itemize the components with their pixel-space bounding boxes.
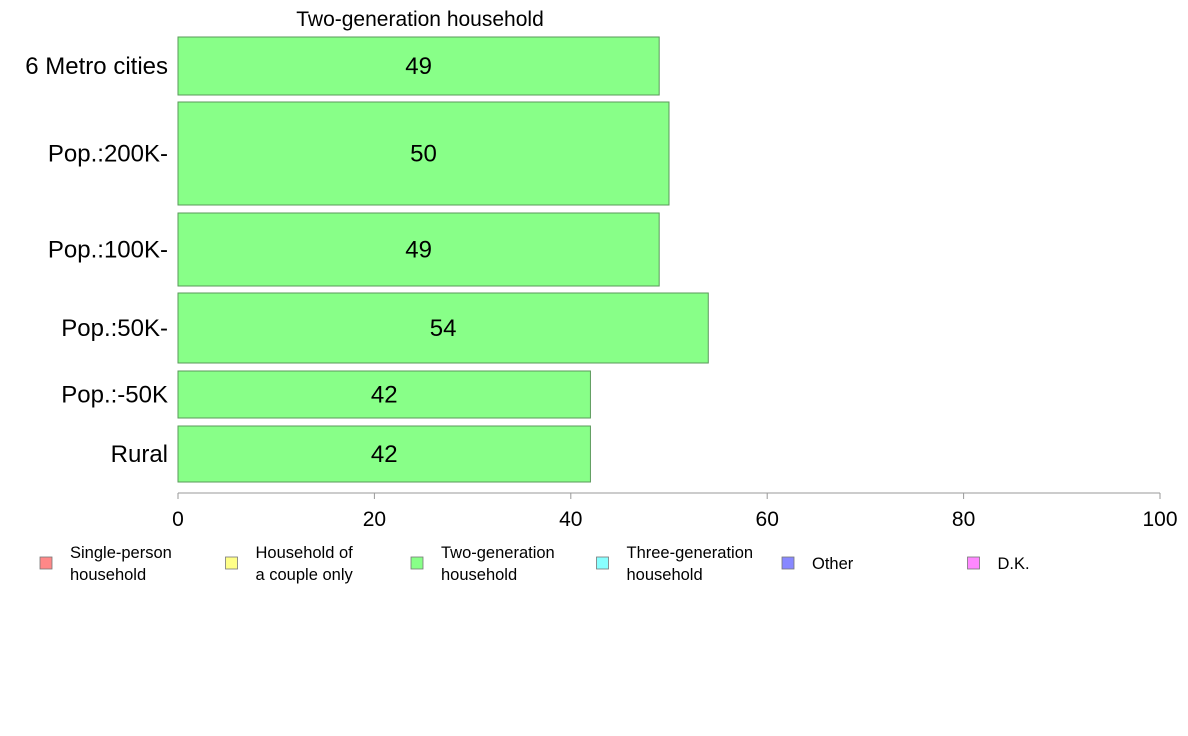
category-label: Pop.:-50K: [61, 382, 168, 409]
bars-layer: 6 Metro cities 49 Pop.:200K- 50 Pop.:100K- 49…: [25, 36, 709, 483]
legend-label: Two-generation: [441, 544, 555, 562]
x-tick-label: 100: [1142, 508, 1177, 531]
bar-5: [177, 425, 591, 483]
legend-label: household: [441, 566, 517, 584]
legend-label: D.K.: [998, 555, 1030, 573]
bar-3: [177, 292, 709, 364]
x-tick-label: 40: [559, 508, 582, 531]
bar-1: [177, 101, 670, 206]
legend-swatch: [967, 556, 980, 570]
legend-label: household: [70, 566, 146, 584]
bar-value-label: 42: [371, 382, 398, 409]
x-tick-label: 20: [363, 508, 386, 531]
legend: Single-person household Household of a coup…: [39, 544, 1030, 584]
category-label: 6 Metro cities: [25, 53, 168, 80]
x-tick-label: 60: [756, 508, 779, 531]
bar-4: [177, 370, 591, 419]
legend-label: household: [627, 566, 703, 584]
category-label: Pop.:50K-: [61, 315, 168, 342]
bar-value-label: 50: [410, 141, 437, 168]
category-label: Pop.:200K-: [48, 141, 168, 168]
category-label: Rural: [111, 441, 168, 468]
legend-label: Three-generation: [627, 544, 754, 562]
legend-swatch: [596, 556, 609, 570]
x-tick-label: 0: [172, 508, 184, 531]
x-tick-label: 80: [952, 508, 975, 531]
chart-title: Two-generation household: [296, 8, 544, 31]
category-label: Pop.:100K-: [48, 237, 168, 264]
x-axis: 0 20 40 60 80 100: [172, 492, 1178, 531]
bar-value-label: 42: [371, 441, 398, 468]
legend-swatch: [225, 556, 238, 570]
legend-label: Single-person: [70, 544, 172, 562]
legend-swatch: [781, 556, 795, 570]
legend-label: Household of: [256, 544, 354, 562]
legend-swatch: [410, 556, 424, 570]
bar-value-label: 49: [405, 237, 432, 264]
bar-0: [177, 36, 660, 96]
legend-label: a couple only: [256, 566, 354, 584]
bar-2: [177, 212, 660, 287]
legend-label: Other: [812, 555, 854, 573]
legend-swatch: [39, 556, 53, 570]
bar-value-label: 49: [405, 53, 432, 80]
bar-value-label: 54: [430, 315, 457, 342]
